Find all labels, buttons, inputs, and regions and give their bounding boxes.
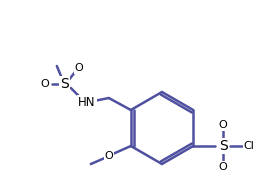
Text: O: O (219, 120, 228, 130)
Text: S: S (219, 139, 228, 153)
Text: S: S (60, 77, 69, 91)
Text: Cl: Cl (244, 141, 255, 151)
Text: O: O (75, 63, 83, 73)
Text: O: O (40, 79, 49, 89)
Text: O: O (105, 151, 113, 161)
Text: HN: HN (78, 96, 96, 108)
Text: O: O (219, 162, 228, 172)
